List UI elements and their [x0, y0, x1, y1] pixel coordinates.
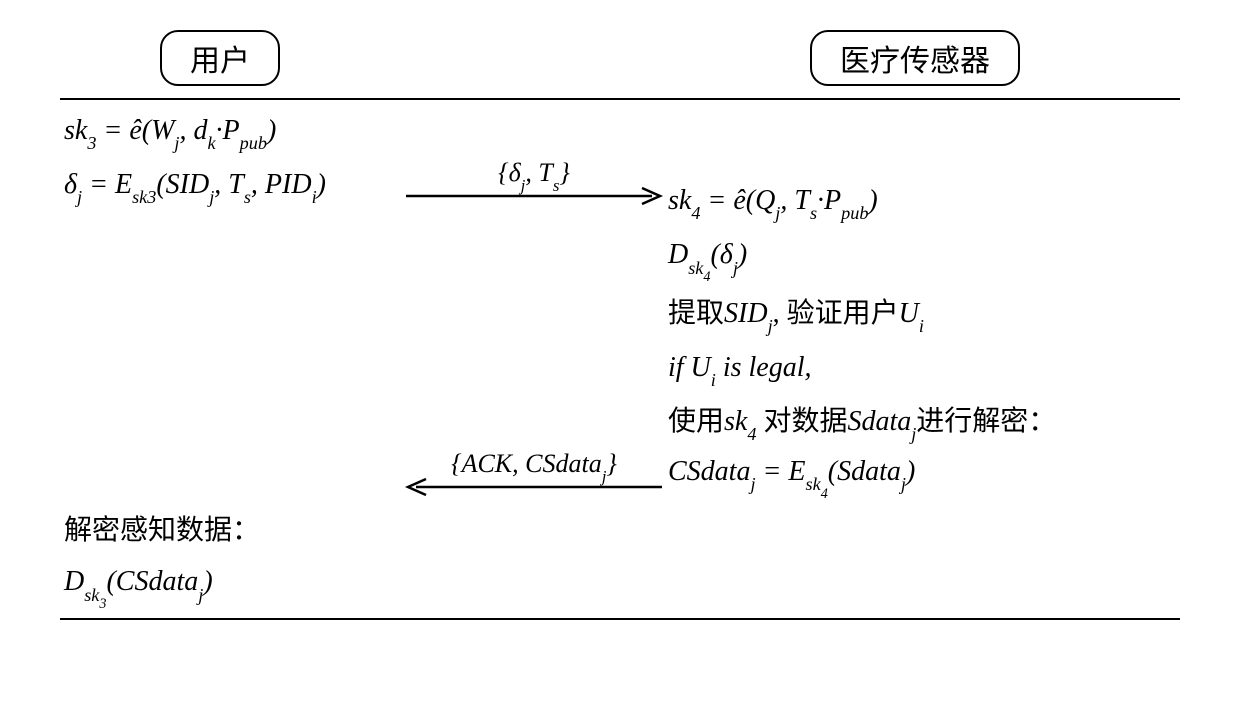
- arrow-right-icon: [404, 186, 664, 210]
- sensor-header-box: 医疗传感器: [810, 30, 1020, 86]
- sensor-csdata: CSdataj = Esk4(Sdataj): [668, 453, 1180, 497]
- user-delta: δj = Esk3(SIDj, Ts, PIDi): [64, 166, 404, 206]
- protocol-body: sk3 = ê(Wj, dk·Ppub) δj = Esk3(SIDj, Ts,…: [60, 106, 1180, 614]
- msg1-arrow: {δj, Ts}: [404, 160, 664, 212]
- sensor-use-sk4: 使用sk4 对数据Sdataj进行解密：: [668, 403, 1180, 443]
- user-decrypt-expr: Dsk3(CSdataj): [64, 563, 664, 607]
- top-rule: [60, 98, 1180, 100]
- sensor-extract: 提取SIDj, 验证用户Ui: [668, 295, 1180, 335]
- sensor-dsk4: Dsk4(δj): [668, 236, 1180, 280]
- msg2-arrow: {ACK, CSdataj}: [404, 451, 664, 503]
- arrow-left-icon: [404, 477, 664, 501]
- user-header-box: 用户: [160, 30, 280, 86]
- user-decrypt-title: 解密感知数据：: [64, 512, 664, 550]
- user-sk3: sk3 = ê(Wj, dk·Ppub): [64, 112, 404, 152]
- sensor-sk4: sk4 = ê(Qj, Ts·Ppub): [668, 182, 1180, 222]
- sensor-iflegal: if Ui is legal,: [668, 349, 1180, 389]
- bottom-rule: [60, 618, 1180, 620]
